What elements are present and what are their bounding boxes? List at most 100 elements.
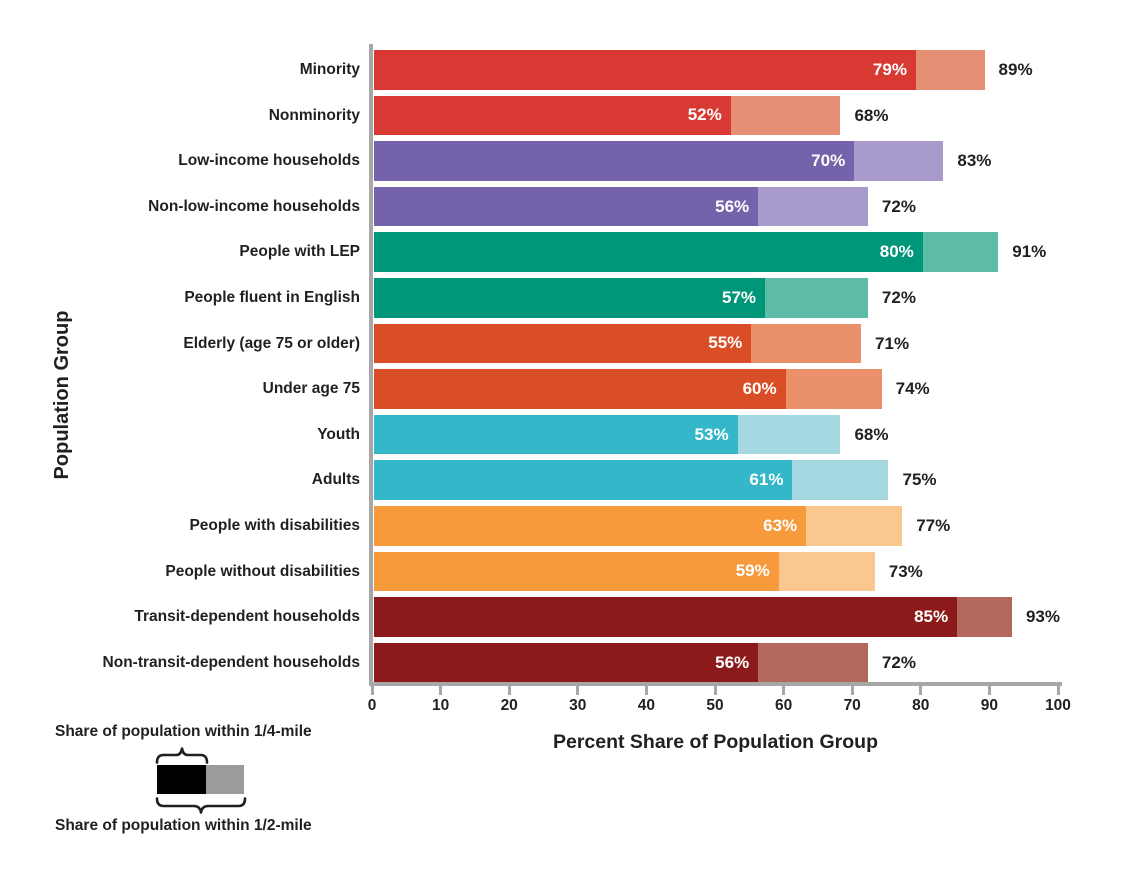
category-label: People with LEP	[239, 243, 360, 261]
legend-swatch-half-mile	[206, 765, 244, 794]
category-label: People with disabilities	[189, 517, 360, 534]
bar-segment-half-mile	[785, 369, 882, 409]
x-tick-label: 100	[1045, 697, 1071, 714]
bar-half-mile-value: 72%	[881, 196, 916, 216]
bar-quarter-mile-value: 55%	[708, 333, 743, 353]
bar-quarter-mile-value: 85%	[914, 606, 949, 626]
bar-segment-quarter-mile: 53%	[374, 414, 738, 455]
x-tick-mark	[782, 686, 786, 695]
bar-quarter-mile-value: 80%	[879, 242, 914, 262]
bar-segment-quarter-mile: 56%	[374, 642, 759, 683]
bar-segment-half-mile	[751, 323, 862, 364]
x-tick-mark	[370, 686, 374, 695]
x-tick-mark	[644, 686, 648, 695]
bar-quarter-mile-value: 63%	[763, 515, 798, 535]
bar-segment-half-mile	[758, 186, 868, 227]
bar-quarter-mile-value: 79%	[872, 59, 907, 79]
bar-half-mile-value: 93%	[1025, 607, 1060, 627]
brace-down-icon	[155, 797, 247, 814]
bar-segment-half-mile	[915, 50, 985, 90]
bar-segment-quarter-mile: 61%	[374, 460, 793, 500]
x-tick-label: 30	[569, 697, 587, 714]
category-label: Low-income households	[178, 152, 360, 170]
category-label: Adults	[311, 471, 360, 489]
bar-segment-quarter-mile: 79%	[374, 50, 916, 90]
bar-segment-quarter-mile: 56%	[374, 186, 759, 227]
bar-segment-quarter-mile: 70%	[374, 141, 855, 181]
x-tick-label: 10	[431, 697, 450, 714]
x-tick-label: 80	[912, 697, 930, 714]
x-tick-mark	[576, 686, 580, 695]
x-tick-mark	[713, 686, 717, 695]
category-label: Nonminority	[268, 106, 360, 124]
x-tick-label: 90	[980, 697, 999, 714]
bar-quarter-mile-value: 60%	[742, 378, 777, 398]
bar-segment-quarter-mile: 57%	[374, 278, 766, 318]
bar-half-mile-value: 91%	[1012, 242, 1047, 262]
bar-segment-quarter-mile: 63%	[374, 506, 807, 546]
category-label: Elderly (age 75 or older)	[183, 334, 360, 352]
bar-half-mile-value: 68%	[854, 105, 889, 125]
y-axis-line	[369, 44, 373, 684]
bar-segment-quarter-mile: 55%	[374, 323, 752, 364]
category-label: People without disabilities	[165, 562, 360, 580]
x-tick-label: 50	[706, 697, 724, 714]
bar-segment-half-mile	[806, 506, 903, 546]
bar-quarter-mile-value: 61%	[749, 470, 784, 490]
category-label: Non-low-income households	[148, 197, 360, 215]
x-tick-mark	[919, 686, 923, 695]
x-tick-mark	[987, 686, 991, 695]
x-tick-label: 20	[500, 697, 518, 714]
bar-segment-half-mile	[737, 414, 841, 455]
bar-segment-half-mile	[854, 141, 944, 181]
bar-quarter-mile-value: 56%	[715, 196, 750, 216]
bar-segment-quarter-mile: 80%	[374, 232, 923, 272]
bar-half-mile-value: 77%	[916, 516, 951, 535]
category-label: People fluent in English	[184, 289, 360, 306]
x-tick-label: 70	[843, 697, 861, 714]
x-tick-label: 0	[367, 697, 377, 714]
legend-swatches	[157, 765, 244, 794]
category-label: Under age 75	[262, 380, 360, 398]
x-tick-mark	[1056, 686, 1060, 695]
bar-segment-half-mile	[758, 642, 868, 683]
x-tick-mark	[507, 686, 511, 695]
x-tick-label: 40	[637, 697, 656, 714]
bar-half-mile-value: 72%	[881, 288, 916, 307]
bar-quarter-mile-value: 70%	[811, 150, 846, 170]
bar-segment-half-mile	[957, 597, 1012, 637]
x-axis-line	[369, 682, 1062, 686]
bar-half-mile-value: 72%	[881, 652, 916, 672]
bar-half-mile-value: 74%	[895, 379, 930, 399]
brace-up-icon	[155, 747, 209, 764]
x-axis-title: Percent Share of Population Group	[552, 731, 879, 753]
bar-half-mile-value: 89%	[998, 60, 1033, 79]
x-tick-label: 60	[774, 697, 793, 714]
x-tick-mark	[850, 686, 854, 695]
bar-half-mile-value: 73%	[888, 561, 923, 581]
legend: Share of population within 1/4-mile Shar…	[55, 721, 395, 851]
bar-quarter-mile-value: 56%	[715, 652, 750, 672]
category-label: Non-transit-dependent households	[102, 653, 360, 671]
bar-quarter-mile-value: 53%	[694, 424, 729, 444]
bar-half-mile-value: 71%	[875, 333, 910, 353]
bar-half-mile-value: 68%	[854, 424, 889, 444]
category-label: Youth	[317, 425, 360, 443]
bar-quarter-mile-value: 57%	[721, 287, 757, 307]
bar-quarter-mile-value: 59%	[735, 561, 770, 581]
bar-quarter-mile-value: 52%	[687, 105, 722, 125]
bar-segment-quarter-mile: 85%	[374, 597, 958, 637]
bar-segment-half-mile	[792, 460, 889, 500]
bar-segment-half-mile	[778, 551, 875, 592]
bar-segment-quarter-mile: 59%	[374, 551, 779, 592]
bar-half-mile-value: 83%	[957, 151, 992, 171]
bar-segment-half-mile	[765, 278, 868, 318]
bar-segment-quarter-mile: 60%	[374, 369, 786, 409]
legend-quarter-mile-label: Share of population within 1/4-mile	[55, 723, 312, 740]
bar-half-mile-value: 75%	[902, 470, 937, 490]
legend-swatch-quarter-mile	[157, 765, 206, 794]
legend-half-mile-label: Share of population within 1/2-mile	[55, 817, 312, 834]
category-label: Transit-dependent households	[134, 608, 360, 626]
x-tick-mark	[439, 686, 443, 695]
